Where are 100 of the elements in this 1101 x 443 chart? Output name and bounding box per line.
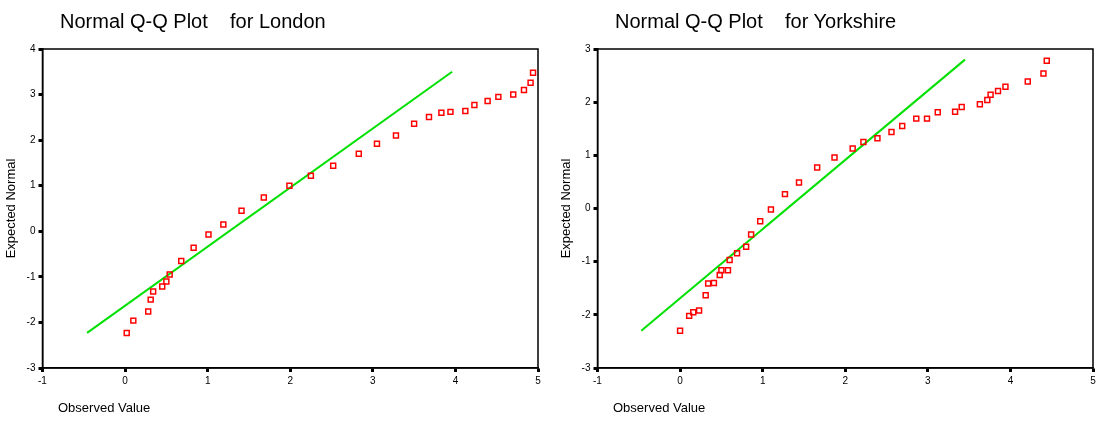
y-tick-label: 2 xyxy=(29,133,36,145)
point xyxy=(860,138,867,146)
x-tick-label: 1 xyxy=(759,374,766,386)
point xyxy=(742,243,750,251)
point xyxy=(1024,78,1031,85)
x-tick-label: 0 xyxy=(122,374,129,386)
x-tick-label: 3 xyxy=(370,374,377,386)
y-tick-label: 3 xyxy=(584,42,591,54)
point xyxy=(756,218,764,225)
x-tick-label: 4 xyxy=(452,374,459,386)
point xyxy=(520,86,528,94)
x-tick-label: 5 xyxy=(1090,374,1097,386)
point xyxy=(147,296,154,303)
point xyxy=(166,271,173,278)
point xyxy=(747,231,755,238)
point xyxy=(888,128,895,136)
x-tick-label: -1 xyxy=(593,374,603,386)
x-tick-label: 5 xyxy=(535,374,542,386)
point xyxy=(676,327,684,335)
point xyxy=(795,179,803,186)
point xyxy=(410,120,418,127)
point xyxy=(984,96,991,104)
y-tick-label: 0 xyxy=(29,225,36,237)
point xyxy=(220,221,227,228)
point xyxy=(130,317,137,324)
point xyxy=(1043,57,1050,64)
point xyxy=(495,93,502,101)
point xyxy=(178,257,185,265)
point xyxy=(767,206,775,213)
x-tick-label: 0 xyxy=(677,374,684,386)
point xyxy=(702,291,709,299)
point xyxy=(994,87,1002,95)
y-tick-label: 1 xyxy=(584,149,591,161)
point xyxy=(781,190,789,198)
point xyxy=(831,154,838,161)
point xyxy=(913,115,920,122)
x-axis-title: Observed Value xyxy=(613,400,706,415)
point xyxy=(1040,70,1047,77)
point xyxy=(726,256,733,264)
point xyxy=(260,194,268,201)
point xyxy=(238,207,245,214)
y-axis-title: Expected Normal xyxy=(3,158,19,259)
point xyxy=(704,280,712,287)
x-axis-title: Observed Value xyxy=(58,400,151,415)
point xyxy=(527,79,534,86)
y-tick-label: -2 xyxy=(581,308,591,320)
point xyxy=(849,145,856,152)
point xyxy=(695,307,703,314)
point xyxy=(976,101,984,108)
point xyxy=(123,329,130,337)
point xyxy=(724,266,732,274)
point xyxy=(447,108,454,116)
point xyxy=(286,182,293,189)
point xyxy=(159,283,166,290)
point xyxy=(529,69,537,76)
point xyxy=(205,231,212,238)
point xyxy=(951,108,959,115)
x-tick-label: 3 xyxy=(925,374,932,386)
point xyxy=(484,97,491,105)
x-tick-label: 1 xyxy=(204,374,211,386)
y-tick-label: -1 xyxy=(581,255,591,267)
chart-title: Normal Q-Q Plot for Yorkshire xyxy=(615,10,897,33)
y-tick-label: -3 xyxy=(581,361,591,373)
y-tick-label: -1 xyxy=(26,270,36,282)
point xyxy=(899,122,906,130)
point xyxy=(392,132,400,139)
y-tick-label: 1 xyxy=(29,179,36,191)
chart-title: Normal Q-Q Plot for London xyxy=(60,10,326,33)
point xyxy=(718,266,725,274)
point xyxy=(685,312,693,320)
point xyxy=(373,140,381,148)
point xyxy=(1002,83,1009,90)
point xyxy=(934,109,941,116)
y-tick-label: 2 xyxy=(584,95,591,107)
y-tick-label: 3 xyxy=(29,88,36,100)
point xyxy=(813,164,821,171)
point xyxy=(716,271,723,279)
point xyxy=(923,115,931,122)
x-tick-label: 2 xyxy=(287,374,294,386)
point xyxy=(355,150,363,158)
point xyxy=(438,109,445,117)
point xyxy=(425,113,433,121)
point xyxy=(163,278,170,285)
point xyxy=(471,101,478,109)
point xyxy=(149,288,157,295)
point xyxy=(307,172,315,179)
point xyxy=(144,308,152,315)
x-tick-label: 2 xyxy=(842,374,849,386)
point xyxy=(733,249,741,257)
point xyxy=(329,162,337,169)
point xyxy=(710,279,718,287)
x-tick-label: 4 xyxy=(1007,374,1014,386)
y-tick-label: -2 xyxy=(26,316,36,328)
point xyxy=(987,91,994,98)
point xyxy=(958,103,965,111)
point xyxy=(462,107,469,115)
point xyxy=(874,135,881,142)
point xyxy=(510,91,517,98)
x-tick-label: -1 xyxy=(38,374,48,386)
y-tick-label: 4 xyxy=(29,42,36,54)
